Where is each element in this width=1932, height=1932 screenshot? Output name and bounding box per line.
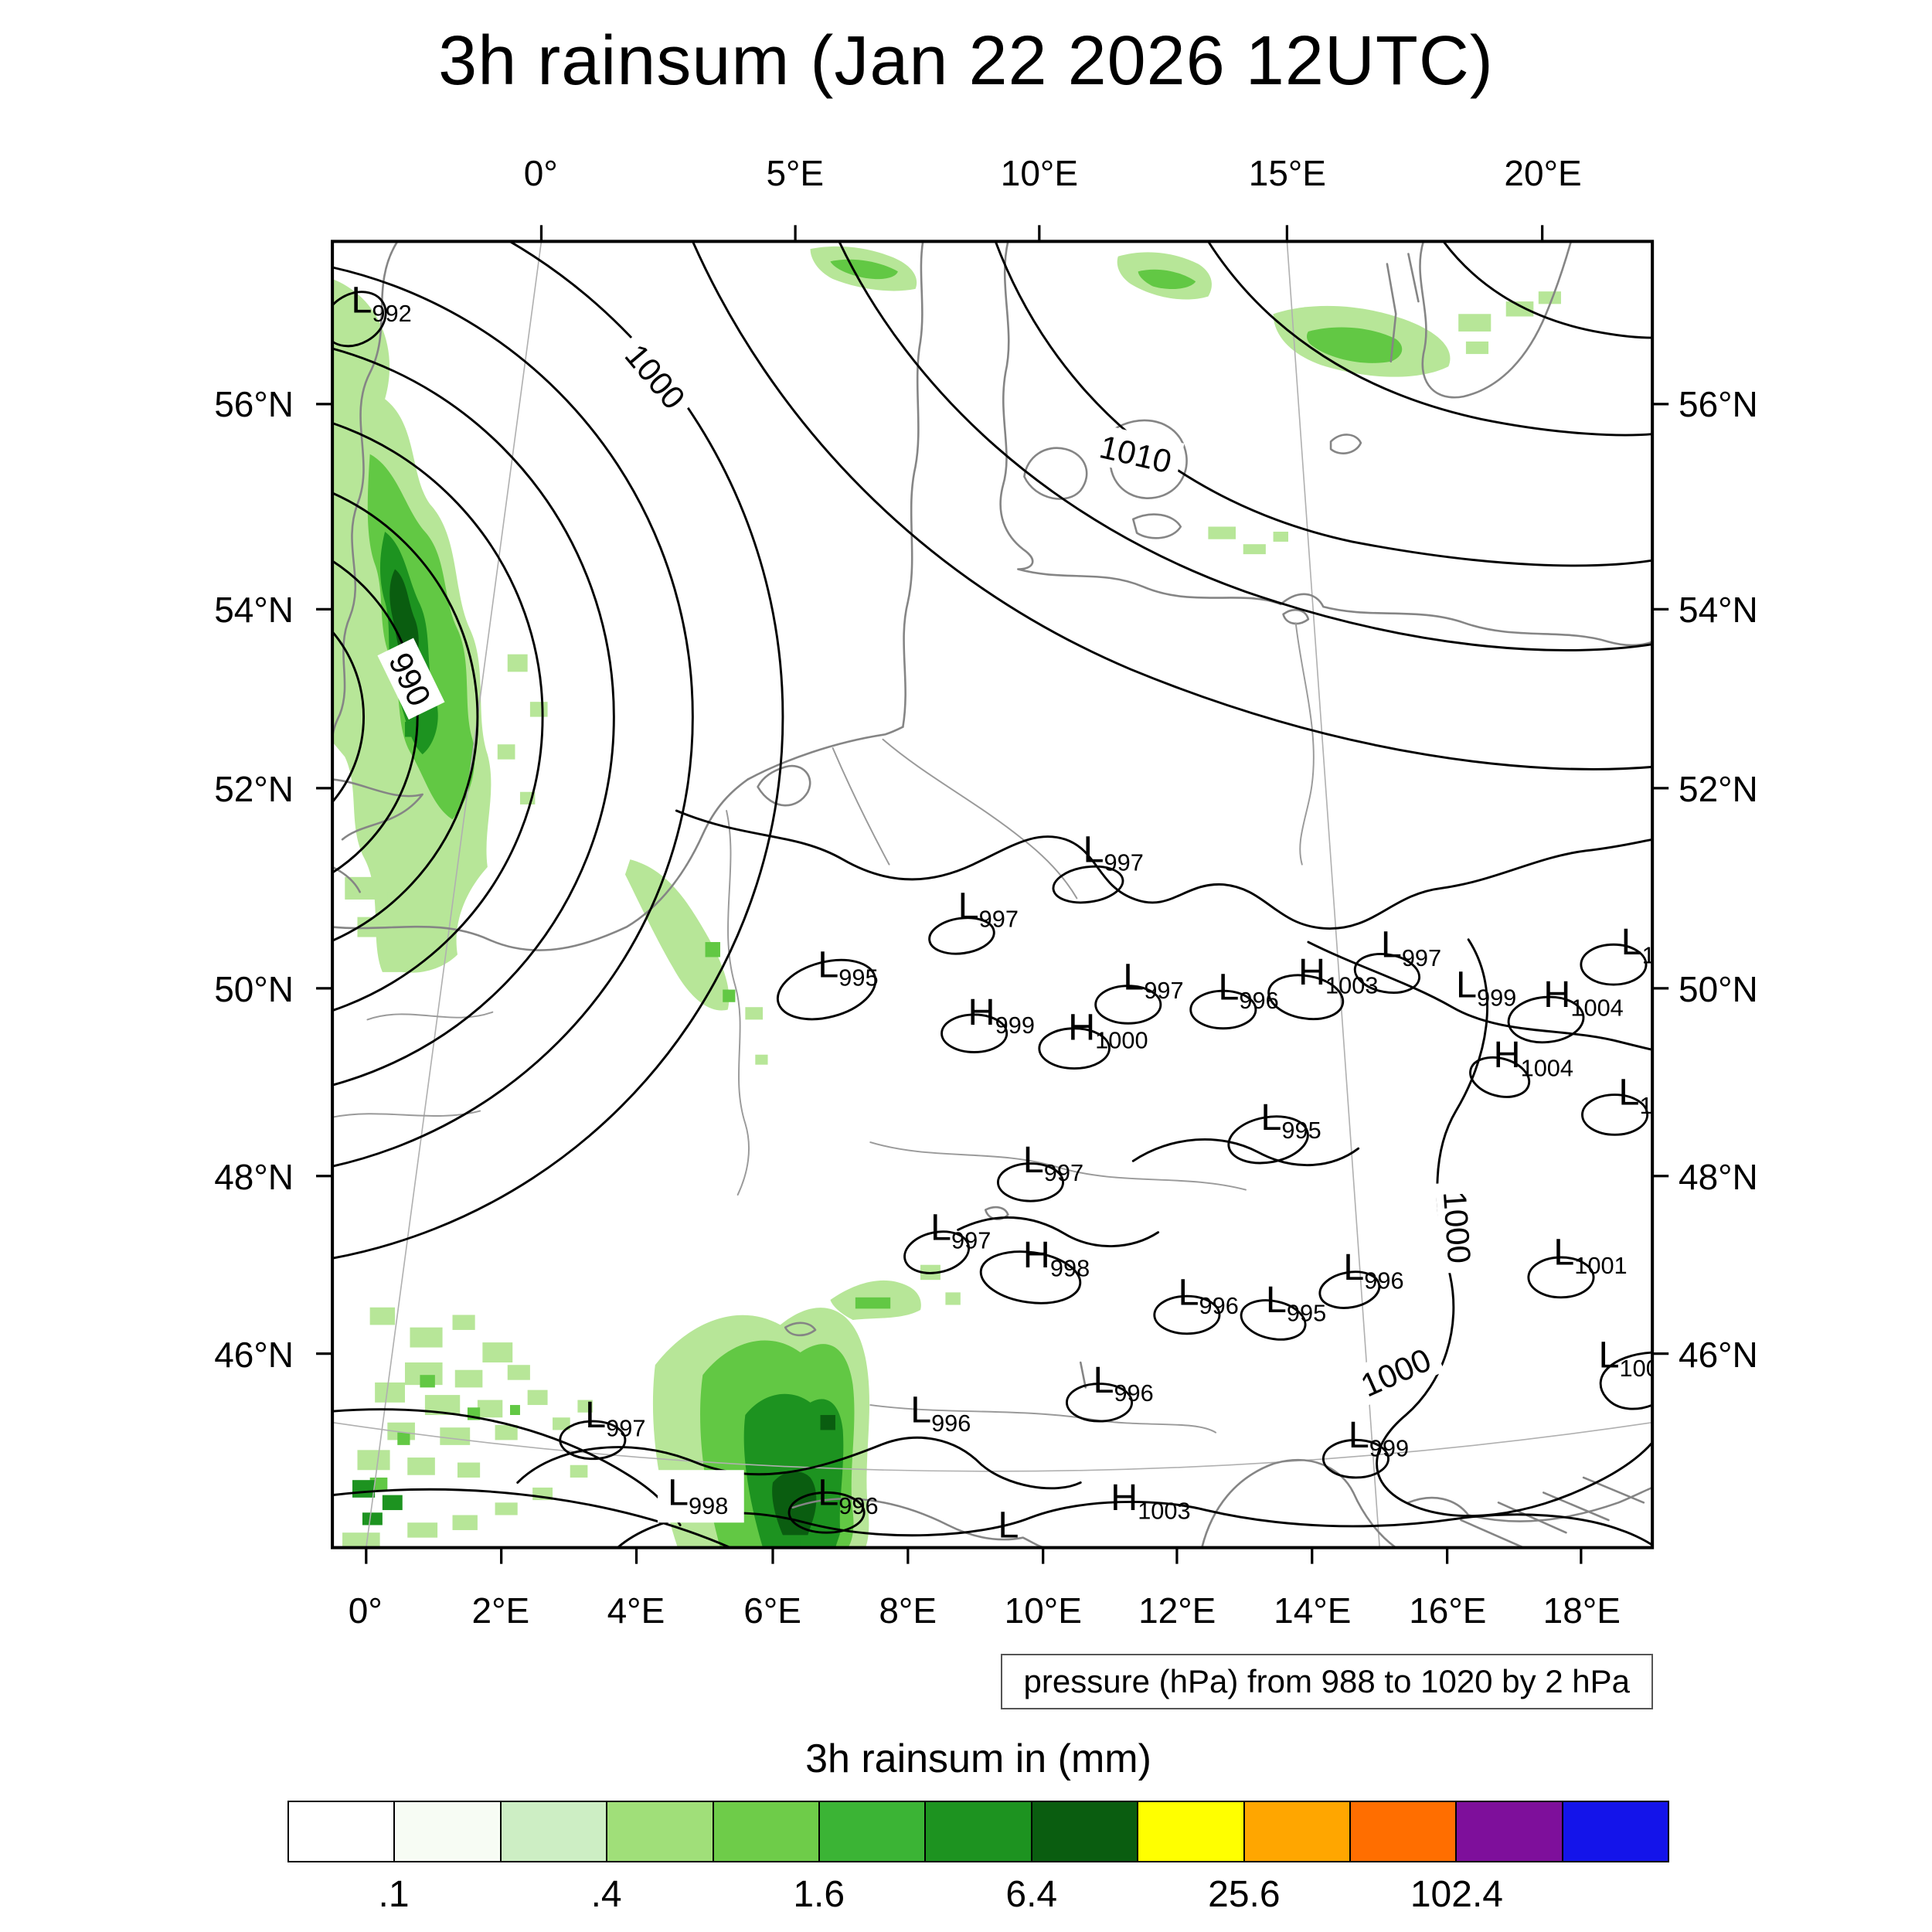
axis-label-top: 10°E	[1000, 153, 1079, 193]
axis-label-right: 50°N	[1679, 969, 1758, 1010]
axis-label-right: 46°N	[1679, 1335, 1758, 1376]
axis-label-left: 48°N	[214, 1157, 294, 1198]
axis-label-left: 46°N	[214, 1335, 294, 1376]
colorbar-tick-label: 25.6	[1208, 1874, 1281, 1915]
colorbar-cell	[1349, 1801, 1458, 1862]
axis-label-left: 52°N	[214, 768, 294, 809]
axis-label-top: 20°E	[1504, 153, 1582, 193]
pressure-center-label: H1004	[1543, 974, 1623, 1021]
pressure-center-label: L10	[1618, 1071, 1665, 1118]
pressure-center-label: L995	[818, 944, 878, 991]
axis-label-bottom: 10°E	[1004, 1590, 1082, 1631]
axis-label-left: 54°N	[214, 589, 294, 630]
isobars	[332, 241, 1653, 1548]
colorbar-cell	[1030, 1801, 1139, 1862]
pressure-center-label: L997	[1381, 923, 1441, 971]
pressure-center-label: L100	[1599, 1334, 1659, 1381]
page-title: 3h rainsum (Jan 22 2026 12UTC)	[438, 22, 1494, 100]
rain-areas	[332, 246, 1561, 1548]
pressure-center-label: H1003	[1111, 1477, 1191, 1524]
axis-ticks	[316, 225, 1669, 1564]
axis-label-bottom: 0°	[348, 1590, 383, 1631]
pressure-center-label: L999	[1456, 964, 1516, 1011]
colorbar-tick-label: 1.6	[793, 1874, 845, 1915]
pressure-center-label: H1000	[1068, 1006, 1148, 1053]
pressure-center-label: L997	[1123, 957, 1183, 1004]
pressure-center-label: L996	[1343, 1247, 1403, 1294]
axis-label-bottom: 6°E	[743, 1590, 801, 1631]
colorbar-cell	[1561, 1801, 1670, 1862]
colorbar-title: 3h rainsum in (mm)	[805, 1736, 1151, 1781]
axis-label-bottom: 2°E	[471, 1590, 530, 1631]
colorbar-cell	[924, 1801, 1032, 1862]
pressure-center-label: L997	[930, 1206, 991, 1253]
pressure-center-label: L997	[1083, 828, 1143, 876]
pressure-center-label: L996	[1093, 1359, 1153, 1406]
colorbar-cell	[606, 1801, 714, 1862]
pressure-center-label: H999	[968, 992, 1035, 1039]
colorbar-tick-label: 6.4	[1005, 1874, 1058, 1915]
axis-label-bottom: 16°E	[1409, 1590, 1487, 1631]
axis-label-bottom: 4°E	[607, 1590, 665, 1631]
axis-label-right: 54°N	[1679, 589, 1758, 630]
axis-label-top: 15°E	[1248, 153, 1326, 193]
axis-label-left: 50°N	[214, 969, 294, 1010]
pressure-caption: pressure (hPa) from 988 to 1020 by 2 hPa	[1000, 1654, 1653, 1709]
colorbar-cell	[1137, 1801, 1245, 1862]
axis-label-bottom: 12°E	[1138, 1590, 1216, 1631]
axis-label-top: 5°E	[766, 153, 825, 193]
pressure-center-label: L997	[585, 1394, 645, 1441]
axis-label-bottom: 18°E	[1543, 1590, 1621, 1631]
pressure-centers: L992 L997 L997 L995 L997 L996 H1003 L997 L999 H10…	[351, 280, 1665, 1546]
axis-label-top: 0°	[523, 153, 558, 193]
colorbar-tick-label: .1	[378, 1874, 410, 1915]
pressure-center-label: L	[998, 1505, 1019, 1546]
isobar-value-label: 1010	[1097, 428, 1175, 480]
pressure-center-label: L992	[351, 280, 411, 327]
colorbar-cell	[818, 1801, 927, 1862]
colorbar-cell	[1455, 1801, 1563, 1862]
pressure-center-label: L997	[958, 885, 1019, 932]
pressure-center-label: L995	[1260, 1097, 1321, 1144]
pressure-center-label: L995	[1266, 1279, 1326, 1326]
pressure-center-label: L996	[1218, 966, 1278, 1013]
pressure-center-label: L997	[1023, 1139, 1083, 1186]
axis-label-right: 52°N	[1679, 768, 1758, 809]
map-frame	[331, 240, 1655, 1549]
graticule	[332, 241, 1653, 1548]
colorbar-tick-label: 102.4	[1410, 1874, 1503, 1915]
axis-label-right: 48°N	[1679, 1157, 1758, 1198]
isobar-value-label: 1000	[1437, 1190, 1478, 1265]
colorbar-cell	[287, 1801, 396, 1862]
axis-label-left: 56°N	[214, 384, 294, 425]
axis-label-right: 56°N	[1679, 384, 1758, 425]
axis-label-bottom: 14°E	[1274, 1590, 1352, 1631]
pressure-center-label: L996	[1179, 1272, 1239, 1319]
coastlines	[332, 241, 1653, 1548]
pressure-center-label: L996	[910, 1389, 971, 1437]
colorbar-cell	[712, 1801, 820, 1862]
pressure-center-label: L1	[1621, 921, 1655, 968]
colorbar-cell	[1243, 1801, 1351, 1862]
colorbar-cell	[499, 1801, 608, 1862]
colorbar-tick-label: .4	[590, 1874, 622, 1915]
axis-label-bottom: 8°E	[879, 1590, 937, 1631]
pressure-center-label: L1001	[1553, 1232, 1627, 1279]
colorbar-cell	[393, 1801, 502, 1862]
colorbar-tick-labels: .1 .4 1.6 6.4 25.6 102.4	[287, 1873, 1669, 1927]
colorbar	[287, 1801, 1670, 1862]
